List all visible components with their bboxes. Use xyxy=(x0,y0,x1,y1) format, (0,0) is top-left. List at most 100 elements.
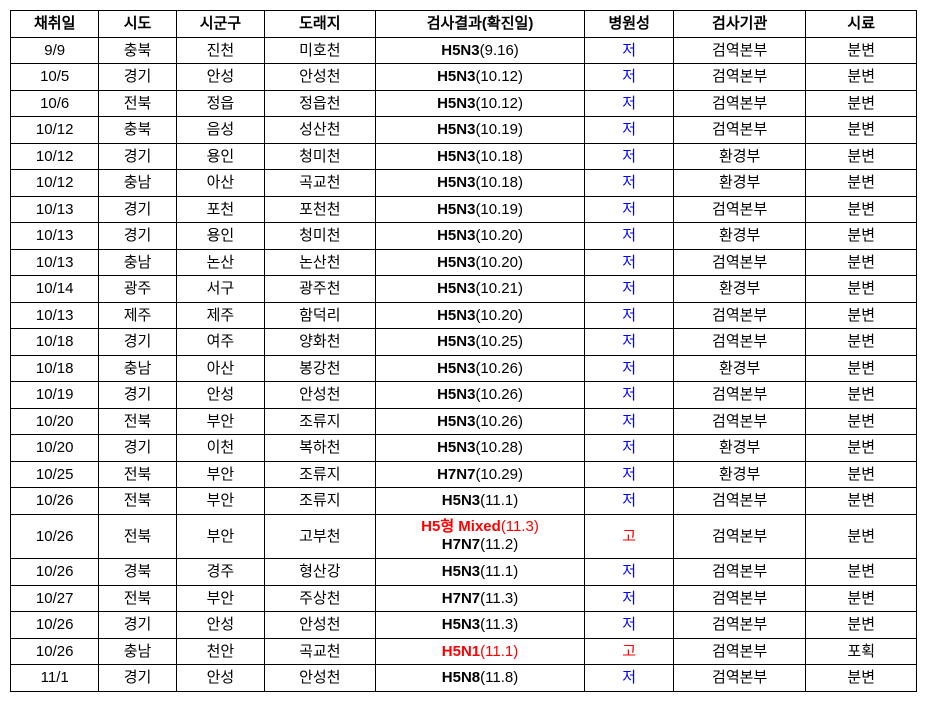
cell-agency: 검역본부 xyxy=(673,665,806,692)
cell-date: 10/13 xyxy=(11,196,99,223)
table-row: 10/18경기여주양화천H5N3(10.25)저검역본부분변 xyxy=(11,329,917,356)
cell-result: H5N3(10.25) xyxy=(375,329,585,356)
cell-site: 조류지 xyxy=(265,488,375,515)
result-strain: H5N3 xyxy=(437,254,475,271)
cell-sample: 분변 xyxy=(806,249,917,276)
cell-date: 10/20 xyxy=(11,408,99,435)
cell-sigungu: 음성 xyxy=(176,117,264,144)
cell-pathogenicity: 고 xyxy=(585,638,673,665)
cell-sigungu: 부안 xyxy=(176,488,264,515)
table-row: 10/26경북경주형산강H5N3(11.1)저검역본부분변 xyxy=(11,559,917,586)
result-strain: H7N7 xyxy=(442,536,480,553)
col-header: 검사기관 xyxy=(673,11,806,38)
table-row: 10/12충북음성성산천H5N3(10.19)저검역본부분변 xyxy=(11,117,917,144)
cell-result: H5형 Mixed(11.3)H7N7(11.2) xyxy=(375,514,585,559)
cell-sigungu: 정읍 xyxy=(176,90,264,117)
result-strain: H5N3 xyxy=(437,227,475,244)
cell-sido: 광주 xyxy=(99,276,176,303)
result-strain: H7N7 xyxy=(437,466,475,483)
cell-pathogenicity: 저 xyxy=(585,665,673,692)
cell-sample: 분변 xyxy=(806,612,917,639)
cell-site: 논산천 xyxy=(265,249,375,276)
cell-sigungu: 제주 xyxy=(176,302,264,329)
cell-sido: 경기 xyxy=(99,382,176,409)
cell-sample: 분변 xyxy=(806,382,917,409)
data-table: 채취일시도시군구도래지검사결과(확진일)병원성검사기관시료 9/9충북진천미호천… xyxy=(10,10,917,692)
cell-pathogenicity: 저 xyxy=(585,170,673,197)
cell-site: 성산천 xyxy=(265,117,375,144)
cell-agency: 검역본부 xyxy=(673,37,806,64)
cell-site: 안성천 xyxy=(265,382,375,409)
cell-date: 10/25 xyxy=(11,461,99,488)
table-row: 9/9충북진천미호천H5N3(9.16)저검역본부분변 xyxy=(11,37,917,64)
cell-sigungu: 논산 xyxy=(176,249,264,276)
cell-site: 정읍천 xyxy=(265,90,375,117)
cell-pathogenicity: 저 xyxy=(585,90,673,117)
cell-date: 10/13 xyxy=(11,249,99,276)
cell-sido: 제주 xyxy=(99,302,176,329)
cell-sample: 분변 xyxy=(806,170,917,197)
cell-date: 10/19 xyxy=(11,382,99,409)
result-date: (11.1) xyxy=(480,643,518,660)
cell-sigungu: 여주 xyxy=(176,329,264,356)
cell-site: 광주천 xyxy=(265,276,375,303)
cell-sample: 분변 xyxy=(806,276,917,303)
cell-date: 10/6 xyxy=(11,90,99,117)
cell-agency: 환경부 xyxy=(673,276,806,303)
cell-pathogenicity: 저 xyxy=(585,143,673,170)
cell-agency: 검역본부 xyxy=(673,559,806,586)
result-date: (11.8) xyxy=(480,669,518,686)
table-body: 9/9충북진천미호천H5N3(9.16)저검역본부분변10/5경기안성안성천H5… xyxy=(11,37,917,691)
cell-pathogenicity: 저 xyxy=(585,408,673,435)
cell-sigungu: 용인 xyxy=(176,223,264,250)
result-strain: H5N3 xyxy=(437,174,475,191)
cell-pathogenicity: 저 xyxy=(585,223,673,250)
result-strain: H5N3 xyxy=(437,360,475,377)
cell-sample: 분변 xyxy=(806,408,917,435)
cell-pathogenicity: 저 xyxy=(585,196,673,223)
cell-sido: 전북 xyxy=(99,514,176,559)
col-header: 시료 xyxy=(806,11,917,38)
col-header: 시군구 xyxy=(176,11,264,38)
table-row: 10/26전북부안고부천H5형 Mixed(11.3)H7N7(11.2)고검역… xyxy=(11,514,917,559)
cell-sigungu: 이천 xyxy=(176,435,264,462)
cell-pathogenicity: 저 xyxy=(585,559,673,586)
table-row: 10/18충남아산봉강천H5N3(10.26)저환경부분변 xyxy=(11,355,917,382)
result-strain: H5N3 xyxy=(437,333,475,350)
cell-sido: 경기 xyxy=(99,665,176,692)
result-strain: H5N3 xyxy=(437,386,475,403)
cell-agency: 검역본부 xyxy=(673,612,806,639)
cell-sample: 분변 xyxy=(806,559,917,586)
cell-pathogenicity: 저 xyxy=(585,488,673,515)
cell-sido: 전북 xyxy=(99,90,176,117)
cell-date: 11/1 xyxy=(11,665,99,692)
cell-sample: 분변 xyxy=(806,488,917,515)
cell-sample: 분변 xyxy=(806,143,917,170)
cell-date: 9/9 xyxy=(11,37,99,64)
col-header: 시도 xyxy=(99,11,176,38)
result-strain: H5N3 xyxy=(437,439,475,456)
cell-agency: 환경부 xyxy=(673,435,806,462)
cell-date: 10/18 xyxy=(11,329,99,356)
result-strain: H5N3 xyxy=(437,121,475,138)
cell-sigungu: 안성 xyxy=(176,64,264,91)
cell-sido: 경기 xyxy=(99,143,176,170)
cell-site: 청미천 xyxy=(265,143,375,170)
cell-sigungu: 서구 xyxy=(176,276,264,303)
cell-sample: 분변 xyxy=(806,117,917,144)
cell-result: H5N3(10.28) xyxy=(375,435,585,462)
cell-sample: 분변 xyxy=(806,665,917,692)
cell-result: H5N3(10.26) xyxy=(375,355,585,382)
cell-agency: 검역본부 xyxy=(673,382,806,409)
result-strain: H5N3 xyxy=(441,42,479,59)
result-date: (11.2) xyxy=(480,536,518,553)
cell-agency: 검역본부 xyxy=(673,302,806,329)
cell-sigungu: 아산 xyxy=(176,355,264,382)
cell-agency: 검역본부 xyxy=(673,196,806,223)
result-strain: H5형 Mixed xyxy=(421,518,501,535)
cell-agency: 검역본부 xyxy=(673,90,806,117)
cell-result: H5N1(11.1) xyxy=(375,638,585,665)
cell-result: H5N3(10.19) xyxy=(375,117,585,144)
cell-sido: 경기 xyxy=(99,223,176,250)
cell-date: 10/13 xyxy=(11,223,99,250)
